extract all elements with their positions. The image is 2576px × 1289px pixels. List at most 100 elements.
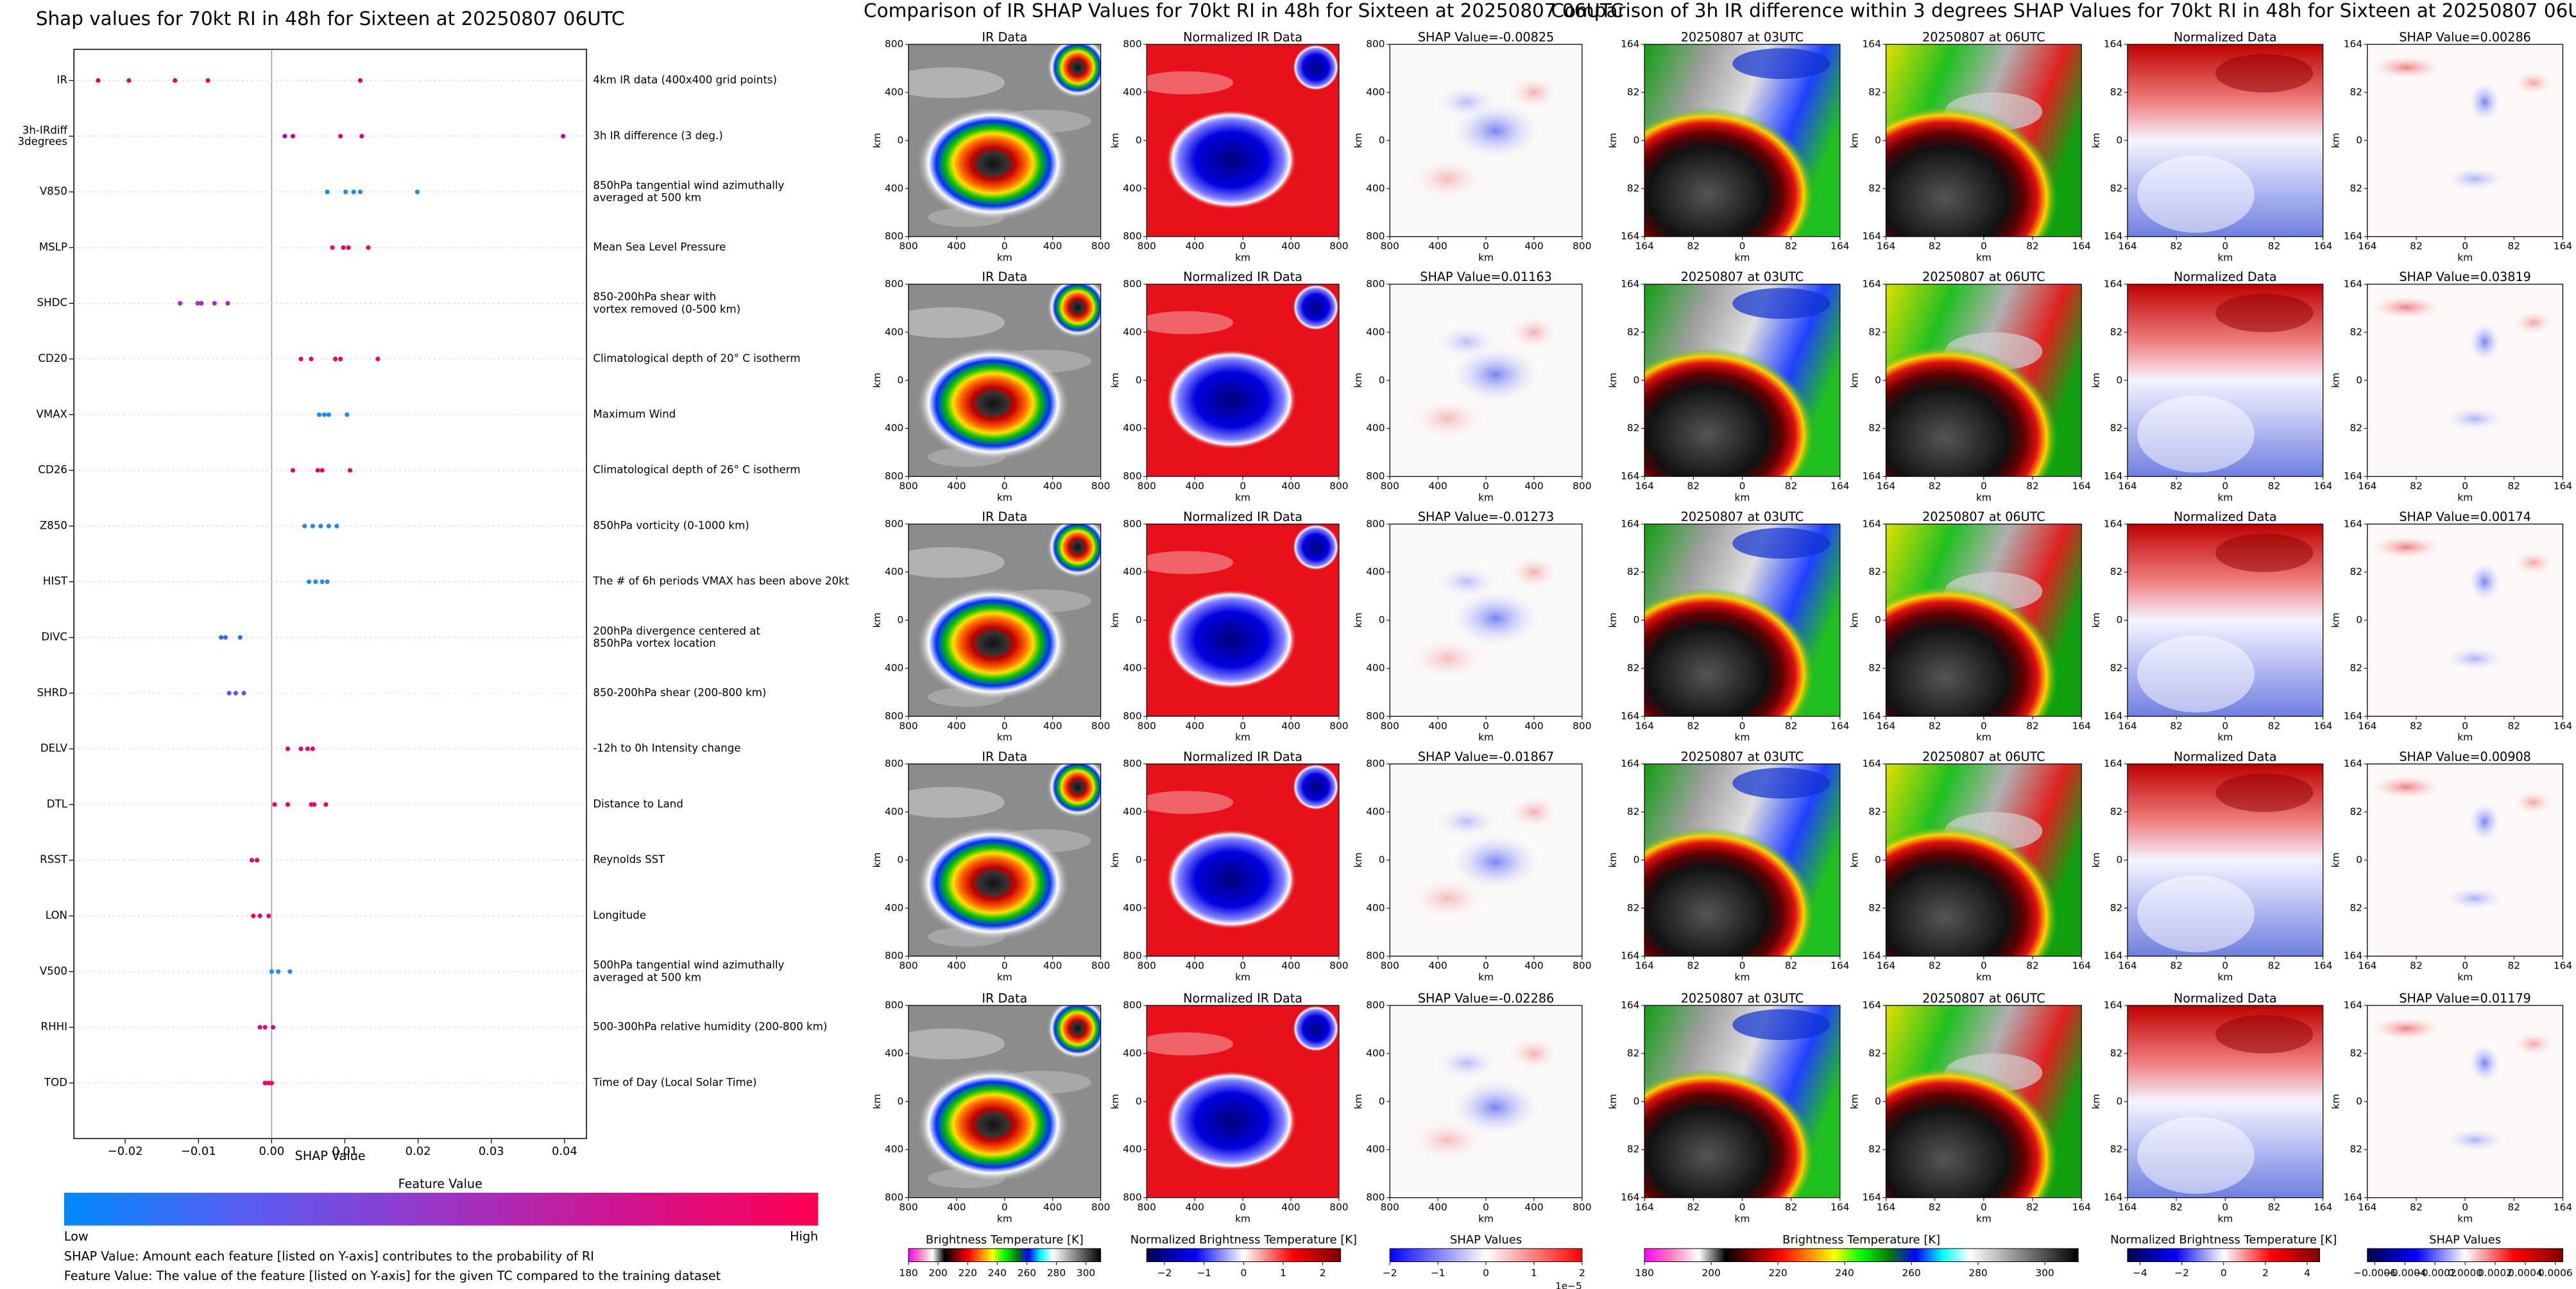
y-tick-label: 800: [885, 38, 903, 50]
panel-title: Normalized IR Data: [1183, 991, 1302, 1005]
x-tick-label: 0: [1739, 1201, 1746, 1213]
y-tick-label: 400: [885, 182, 903, 194]
x-tick-label: 164: [2314, 960, 2332, 971]
colorbar-tick-label: −2: [2174, 1267, 2189, 1279]
x-tick-label: 0: [2222, 241, 2228, 252]
x-tick-label: 800: [1381, 241, 1399, 252]
x-tick-label: 800: [1091, 720, 1110, 731]
image-panel: [1390, 764, 1582, 957]
image-shape: [1166, 109, 1297, 210]
x-tick-label: 164: [2358, 1201, 2376, 1213]
shap-point: [225, 301, 230, 306]
x-tick-label: 800: [899, 1201, 917, 1213]
image-shape: [1644, 1068, 1815, 1198]
x-tick-label: 400: [1043, 720, 1062, 731]
image-shape: [1166, 829, 1297, 930]
image-shape: [1453, 347, 1538, 402]
colorbar-tick-label: 240: [988, 1267, 1007, 1279]
x-axis-label: km: [997, 252, 1012, 264]
x-tick-label: 400: [1186, 720, 1204, 731]
y-axis-label: km: [1109, 373, 1121, 388]
y-tick-label: 0: [1379, 854, 1385, 866]
y-axis-label: km: [2090, 133, 2102, 148]
colorbar-tick-label: 2: [2262, 1267, 2269, 1279]
colorbar-tick-label: −1: [1197, 1267, 1211, 1279]
x-tick-label: 164: [2118, 720, 2137, 731]
y-tick-label: 164: [1863, 518, 1881, 529]
image-shape: [1292, 764, 1339, 810]
colorbar-tick-label: 280: [1968, 1267, 1987, 1279]
panel-title: SHAP Value=-0.00825: [1418, 30, 1554, 44]
image-shape: [1644, 587, 1815, 717]
image-panel: [1147, 44, 1339, 237]
image-shape: [908, 787, 1005, 818]
y-tick-label: 82: [2350, 182, 2363, 194]
shap-point: [330, 245, 335, 250]
panel-title: SHAP Value=0.01163: [1420, 269, 1552, 284]
y-tick-label: 0: [1633, 134, 1640, 146]
x-tick-label: 800: [1138, 241, 1156, 252]
y-axis-label: km: [1848, 853, 1860, 868]
x-tick-label: 0: [1240, 960, 1246, 971]
panel-title: Normalized Data: [2174, 269, 2277, 284]
x-axis-label: km: [1976, 971, 1992, 983]
shap-point: [318, 524, 323, 529]
x-tick-label: 800: [899, 241, 917, 252]
x-tick-label: 400: [1043, 1201, 1062, 1213]
shap-point: [561, 133, 566, 139]
y-axis-label: km: [2330, 133, 2342, 148]
image-shape: [916, 585, 1070, 701]
image-shape: [2215, 1015, 2314, 1054]
x-tick-label: 164: [2072, 480, 2091, 491]
y-tick-label: 82: [2110, 902, 2123, 914]
y-tick-label: 400: [1123, 422, 1141, 434]
y-tick-label: 82: [1627, 182, 1640, 194]
x-tick-label: 164: [2358, 241, 2376, 252]
x-tick-label: 82: [2026, 1201, 2039, 1213]
y-tick-label: 82: [2110, 806, 2123, 817]
feature-description: Climatological depth of 26° C isotherm: [593, 464, 800, 476]
x-tick-label: 800: [899, 480, 917, 491]
y-axis-label: km: [1848, 1094, 1860, 1109]
chart-title: Comparison of 3h IR difference within 3 …: [1551, 0, 2576, 21]
x-axis-label: km: [2217, 971, 2233, 983]
y-tick-label: 800: [1123, 758, 1141, 769]
image-panel: [2367, 1005, 2563, 1198]
y-tick-label: 400: [1366, 1047, 1385, 1059]
feature-description: 200hPa divergence centered at 850hPa vort…: [593, 624, 760, 649]
y-tick-label: 164: [1621, 470, 1639, 482]
image-shape: [1413, 639, 1483, 678]
x-tick-label: 400: [1043, 960, 1062, 971]
image-shape: [2215, 54, 2314, 93]
x-tick-label: 400: [1428, 241, 1447, 252]
image-shape: [2514, 551, 2554, 574]
image-panel: [1886, 1005, 2082, 1198]
image-shape: [1438, 1047, 1496, 1079]
shap-point: [298, 746, 303, 751]
image-shape: [1147, 790, 1234, 814]
y-tick-label: 0: [1875, 1095, 1881, 1107]
feature-description: -12h to 0h Intensity change: [593, 742, 740, 755]
shap-point: [347, 468, 353, 473]
x-tick-label: 82: [2170, 241, 2183, 252]
x-tick-label: 164: [2118, 480, 2137, 491]
panel-title: Normalized IR Data: [1183, 269, 1302, 284]
y-tick-label: 164: [2104, 758, 2122, 769]
x-axis-label: km: [1235, 971, 1250, 983]
y-tick-label: 0: [1633, 854, 1640, 866]
x-tick-label: 164: [2118, 241, 2137, 252]
image-shape: [1147, 311, 1234, 334]
panel-title: Normalized Data: [2174, 749, 2277, 764]
image-shape: [908, 547, 1005, 578]
colorbar-tick-label: −0.0006: [2353, 1267, 2396, 1279]
y-tick-label: 0: [2116, 134, 2122, 146]
feature-label: SHRD: [37, 687, 67, 699]
x-tick-label: 164: [1635, 960, 1653, 971]
x-tick-label: 400: [947, 480, 966, 491]
y-tick-label: 164: [1863, 38, 1881, 50]
x-axis-label: km: [2217, 491, 2233, 503]
image-shape: [2469, 83, 2500, 121]
feature-description: Distance to Land: [593, 798, 683, 810]
shap-point: [290, 468, 296, 473]
